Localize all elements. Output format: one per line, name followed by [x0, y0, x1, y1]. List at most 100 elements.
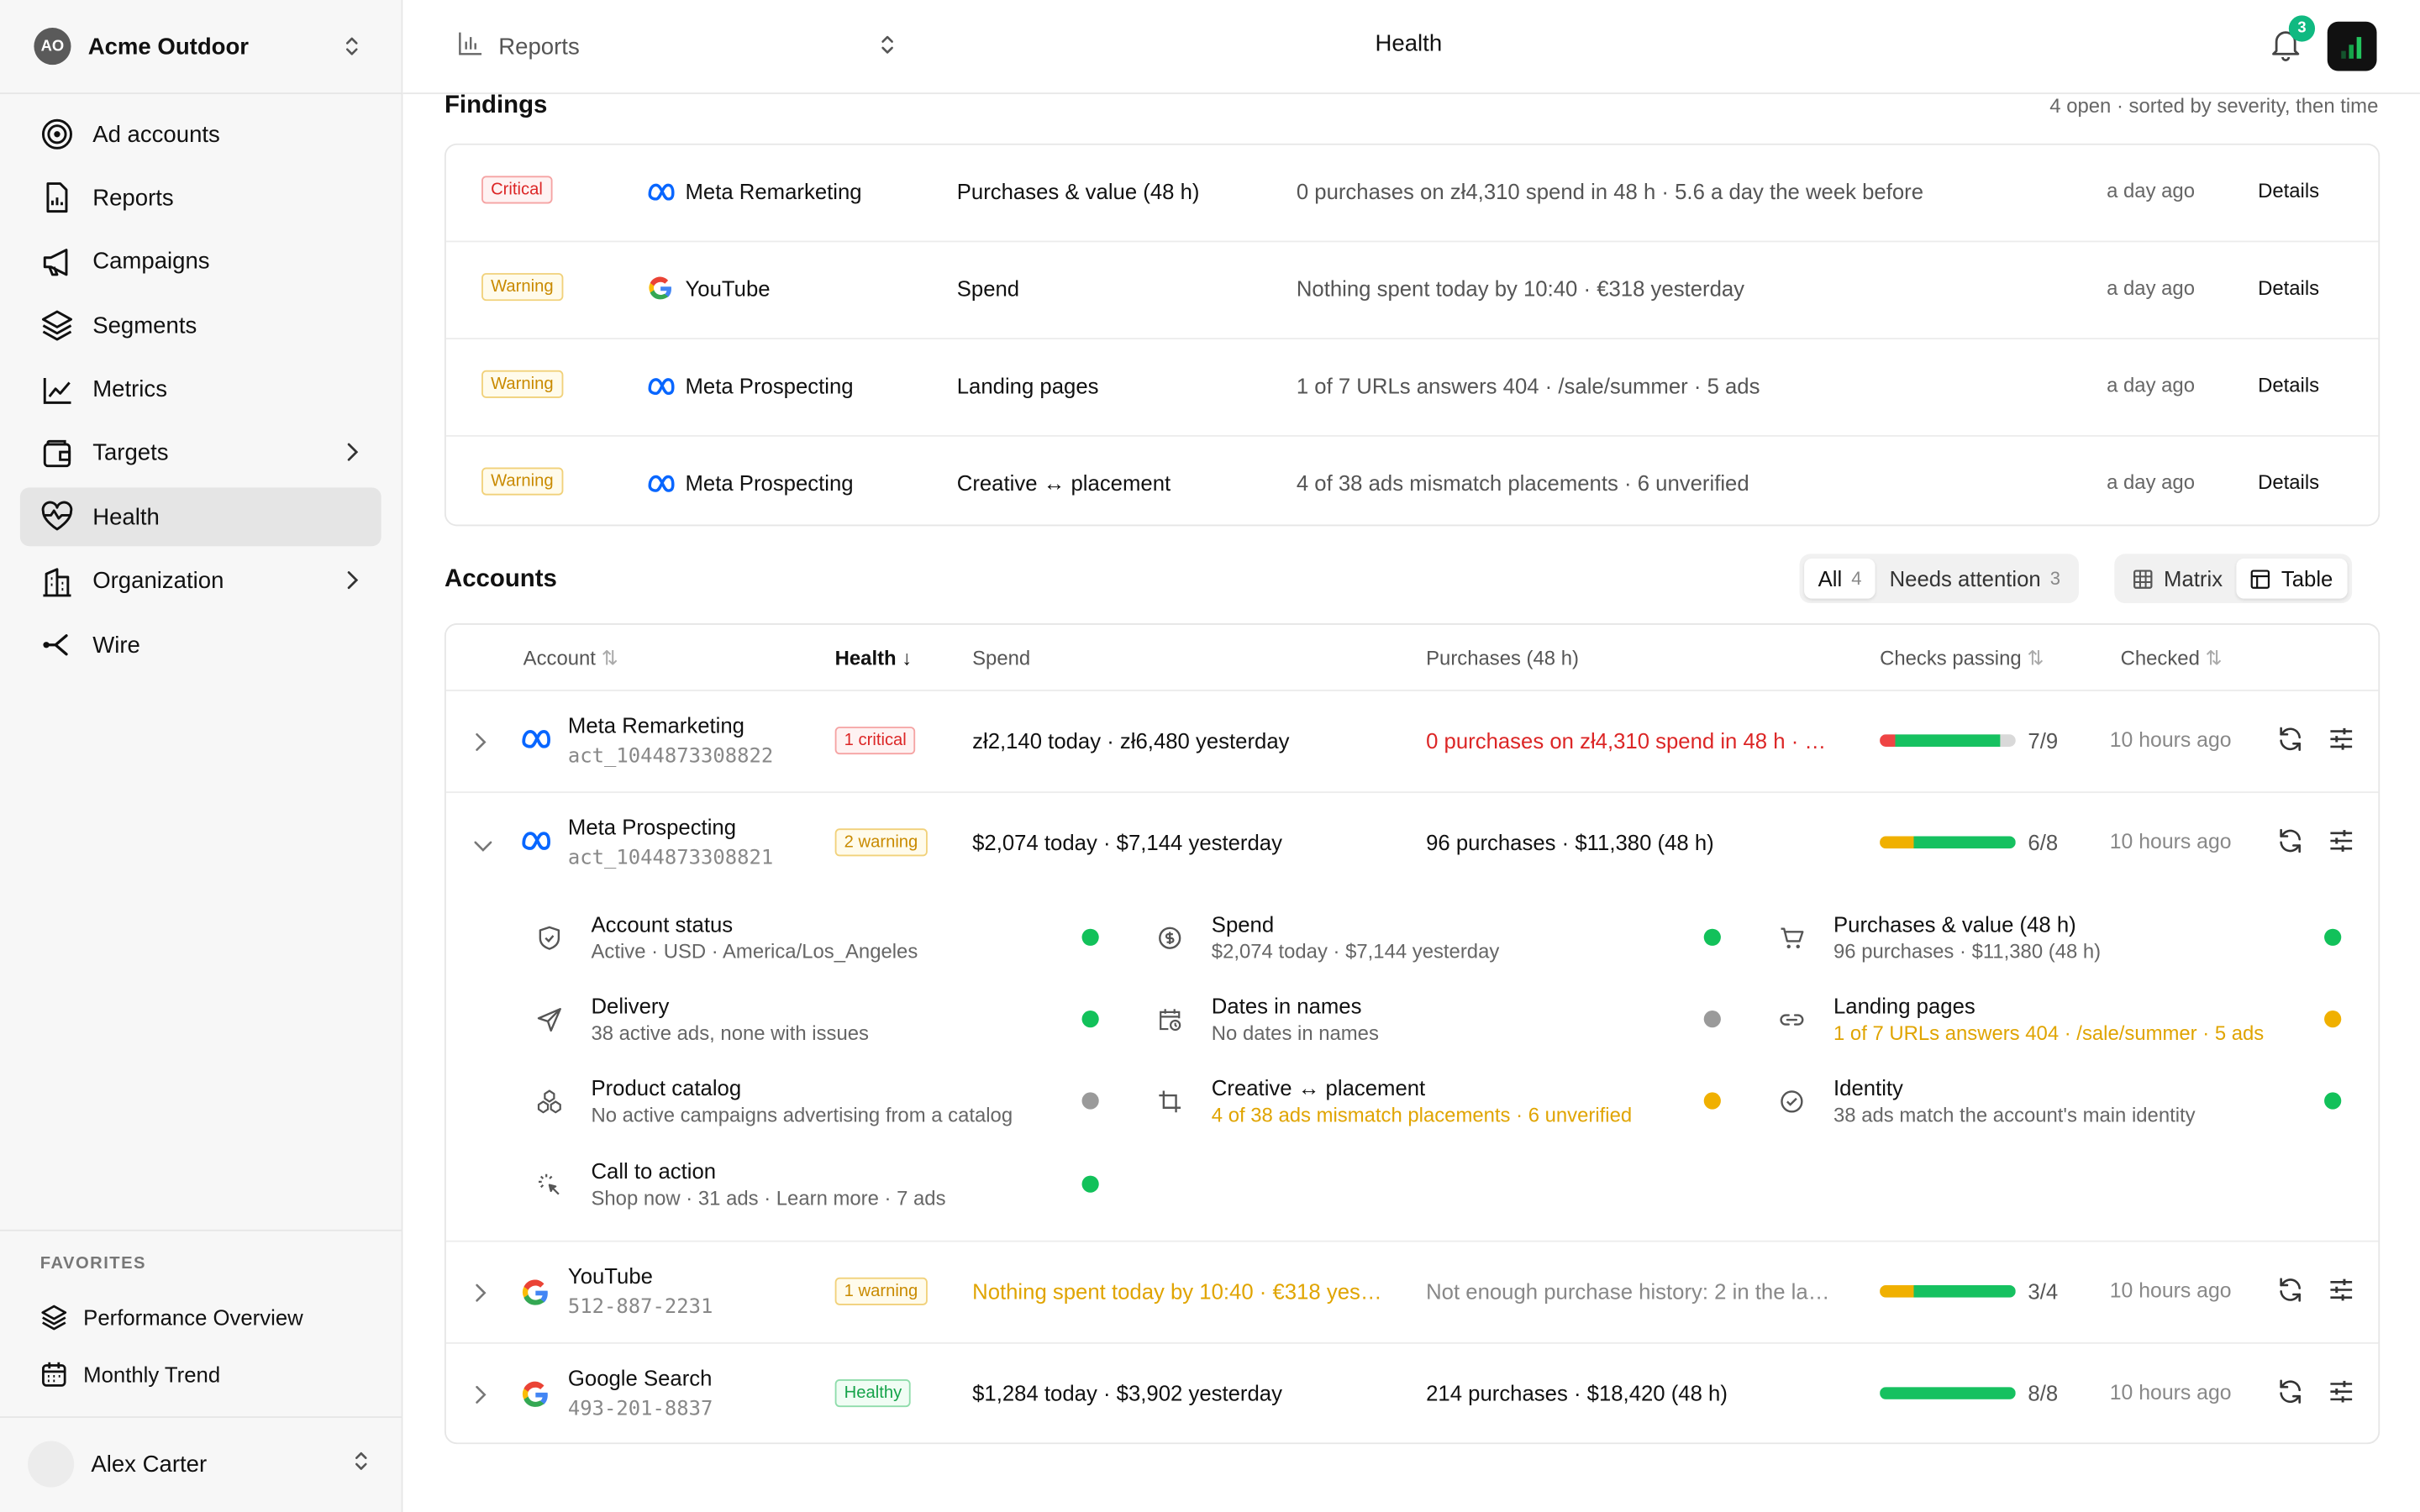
- table-row[interactable]: YouTube 512-887-2231 1 warning Nothing s…: [445, 1240, 2379, 1342]
- shield-icon: [535, 924, 563, 952]
- column-checks[interactable]: Checks passing ⇅: [1880, 647, 2044, 671]
- view-matrix[interactable]: Matrix: [2119, 559, 2237, 599]
- table-row[interactable]: Google Search 493-201-8837 Healthy $1,28…: [445, 1341, 2379, 1444]
- view-label: Table: [2281, 566, 2333, 591]
- favorite-performance-overview[interactable]: Performance Overview: [40, 1304, 303, 1331]
- sidebar-item-label: Reports: [92, 185, 174, 212]
- check-item: Landing pages 1 of 7 URLs answers 404 · …: [1778, 994, 2365, 1055]
- check-title: Landing pages: [1833, 993, 1975, 1019]
- building-icon: [40, 564, 74, 598]
- sidebar-item-segments[interactable]: Segments: [20, 297, 381, 355]
- filter-all[interactable]: All 4: [1804, 558, 1876, 599]
- check-subtitle: No dates in names: [1211, 1021, 1379, 1045]
- checked-time: 10 hours ago: [2109, 830, 2232, 853]
- settings-sliders-icon[interactable]: [2328, 1276, 2355, 1309]
- finding-row[interactable]: Warning YouTube Spend Nothing spent toda…: [445, 240, 2379, 339]
- findings-table: Critical Meta Remarketing Purchases & va…: [444, 143, 2381, 527]
- link-icon: [1778, 1006, 1806, 1034]
- spend-value: $1,284 today · $3,902 yesterday: [972, 1380, 1282, 1406]
- app-logo-icon[interactable]: [2327, 21, 2377, 71]
- sidebar-item-campaigns[interactable]: Campaigns: [20, 233, 381, 291]
- finding-check: Purchases & value (48 h): [956, 179, 1200, 204]
- spend-value: $2,074 today · $7,144 yesterday: [972, 830, 1282, 855]
- checks-fraction: 7/9: [2028, 727, 2059, 753]
- chevron-down-icon[interactable]: [472, 833, 494, 858]
- account-name: Google Search: [567, 1365, 713, 1390]
- favorite-label: Monthly Trend: [83, 1362, 221, 1388]
- table-row[interactable]: Meta Prospecting act_1044873308821 2 war…: [445, 791, 2379, 893]
- settings-sliders-icon[interactable]: [2328, 827, 2355, 859]
- wallet-icon: [40, 437, 74, 470]
- user-name: Alex Carter: [91, 1451, 208, 1478]
- favorite-monthly-trend[interactable]: Monthly Trend: [40, 1361, 220, 1389]
- account-id: act_1044873308822: [567, 745, 774, 769]
- account-id: act_1044873308821: [567, 847, 774, 870]
- details-link[interactable]: Details: [2258, 470, 2320, 494]
- sidebar-item-label: Wire: [92, 632, 140, 659]
- avatar: [28, 1441, 75, 1488]
- check-subtitle: Shop now · 31 ads · Learn more · 7 ads: [591, 1186, 946, 1210]
- table-row[interactable]: Meta Remarketing act_1044873308822 1 cri…: [446, 691, 2379, 791]
- finding-row[interactable]: Critical Meta Remarketing Purchases & va…: [446, 145, 2379, 241]
- column-checked[interactable]: Checked ⇅: [2121, 647, 2223, 671]
- status-dot: [1703, 1092, 1721, 1110]
- filter-needs-attention[interactable]: Needs attention 3: [1876, 559, 2075, 599]
- notifications-button[interactable]: 3: [2270, 15, 2316, 70]
- sidebar-item-ad-accounts[interactable]: Ad accounts: [20, 105, 381, 164]
- status-dot: [2324, 1092, 2342, 1110]
- report-icon: [40, 181, 74, 215]
- sidebar-item-label: Targets: [92, 440, 169, 467]
- finding-row[interactable]: Warning Meta Prospecting Creative ↔ plac…: [445, 434, 2379, 533]
- meta-logo-icon: [522, 830, 553, 850]
- sidebar-item-health[interactable]: Health: [19, 488, 381, 547]
- purchases-value: 0 purchases on zł4,310 spend in 48 h · 5…: [1426, 727, 1830, 753]
- settings-sliders-icon[interactable]: [2328, 1378, 2355, 1410]
- refresh-icon[interactable]: [2276, 1378, 2304, 1410]
- google-logo-icon: [648, 276, 676, 301]
- status-dot: [1081, 928, 1099, 946]
- favorite-label: Performance Overview: [83, 1305, 303, 1331]
- refresh-icon[interactable]: [2276, 1276, 2304, 1309]
- refresh-icon[interactable]: [2276, 827, 2304, 859]
- details-link[interactable]: Details: [2258, 179, 2320, 202]
- account-name: Meta Remarketing: [567, 712, 745, 738]
- sidebar-item-organization[interactable]: Organization: [20, 552, 381, 611]
- sidebar-item-reports[interactable]: Reports: [20, 169, 381, 228]
- checks-fraction: 3/4: [2028, 1278, 2059, 1305]
- sidebar-item-wire[interactable]: Wire: [20, 616, 381, 675]
- finding-row[interactable]: Warning Meta Prospecting Landing pages 1…: [445, 338, 2379, 435]
- column-purchases[interactable]: Purchases (48 h): [1426, 646, 1579, 670]
- purchases-value: 96 purchases · $11,380 (48 h): [1426, 830, 1714, 855]
- details-link[interactable]: Details: [2258, 373, 2320, 397]
- purchases-value: 214 purchases · $18,420 (48 h): [1426, 1380, 1728, 1406]
- refresh-icon[interactable]: [2276, 725, 2304, 758]
- finding-message: 0 purchases on zł4,310 spend in 48 h · 5…: [1296, 179, 1924, 204]
- account-id: 493-201-8837: [567, 1398, 713, 1421]
- sidebar-item-targets[interactable]: Targets: [20, 424, 381, 483]
- chevron-up-down-icon: [343, 35, 361, 57]
- user-menu[interactable]: Alex Carter: [28, 1441, 380, 1488]
- column-account[interactable]: Account ⇅: [523, 647, 618, 671]
- bar-segment-warning: [1880, 1284, 1914, 1298]
- wire-icon: [40, 628, 74, 662]
- account-name: YouTube: [567, 1263, 653, 1289]
- boxes-icon: [535, 1088, 563, 1116]
- check-subtitle: 38 active ads, none with issues: [591, 1021, 869, 1045]
- column-health[interactable]: Health ↓: [835, 647, 913, 670]
- sidebar-item-metrics[interactable]: Metrics: [20, 360, 381, 419]
- chevron-right-icon[interactable]: [472, 732, 487, 758]
- chevron-right-icon[interactable]: [472, 1384, 487, 1410]
- chevron-up-down-icon[interactable]: [878, 33, 897, 66]
- checks-progress-bar: [1880, 1284, 2016, 1298]
- chevron-right-icon[interactable]: [472, 1282, 487, 1308]
- health-badge: 1 critical: [834, 727, 916, 755]
- column-spend[interactable]: Spend: [972, 646, 1031, 670]
- org-switcher[interactable]: AO Acme Outdoor: [34, 26, 373, 66]
- filter-label: All: [1818, 566, 1843, 591]
- status-dot: [1081, 1011, 1099, 1028]
- settings-sliders-icon[interactable]: [2328, 725, 2355, 758]
- details-link[interactable]: Details: [2258, 276, 2320, 300]
- sidebar-item-label: Metrics: [92, 376, 167, 403]
- breadcrumb[interactable]: Reports: [458, 31, 580, 62]
- view-table[interactable]: Table: [2236, 558, 2347, 599]
